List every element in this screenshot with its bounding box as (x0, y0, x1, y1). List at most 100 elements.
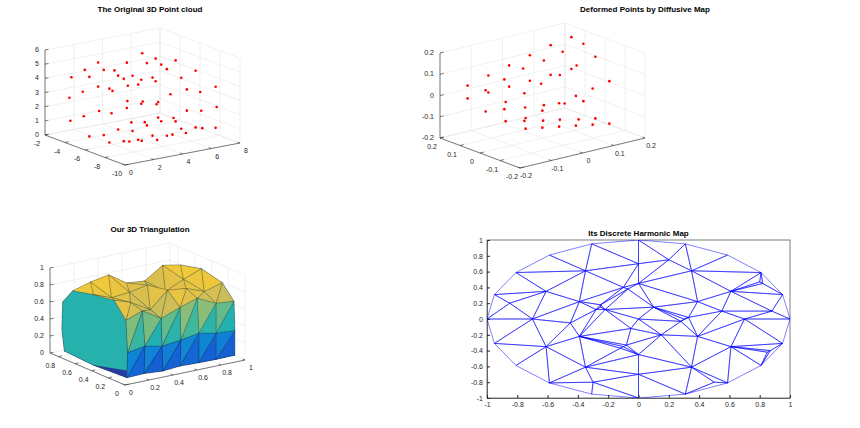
point (185, 132, 188, 135)
tick-label: 0.1 (424, 70, 434, 77)
tick (123, 164, 125, 166)
surface-face (94, 295, 115, 300)
tick: -0.6 (542, 395, 554, 408)
point (156, 139, 159, 142)
tick-label: -0.8 (512, 401, 524, 408)
mesh-triangle (639, 374, 686, 398)
point (541, 126, 544, 129)
grid-line (45, 113, 160, 135)
tick (151, 158, 153, 160)
tick (460, 144, 464, 146)
point (113, 69, 116, 72)
point (608, 80, 611, 83)
mesh-triangle (731, 343, 783, 350)
point (97, 61, 100, 64)
point (529, 54, 532, 57)
mesh-triangle (487, 303, 532, 319)
mesh-triangle (639, 240, 686, 260)
point (504, 101, 507, 104)
mesh-triangle (669, 244, 692, 271)
tick (238, 142, 240, 144)
point (523, 92, 526, 95)
mesh-triangle (585, 244, 638, 271)
point (540, 82, 543, 85)
mesh-triangle (510, 291, 546, 319)
mesh-triangle (516, 347, 549, 383)
tick (65, 141, 68, 143)
mesh-triangle (593, 374, 638, 398)
tick-label: 0 (587, 157, 591, 164)
tick (440, 137, 444, 139)
surface-face (197, 298, 216, 333)
mesh-triangle (516, 271, 586, 292)
panel: 02468-10-8-6-4-20123456The Original 3D P… (34, 5, 248, 177)
mesh-triangle (579, 287, 623, 304)
point (549, 44, 552, 47)
tick (440, 52, 444, 54)
tick-label: 0 (40, 349, 44, 356)
grid-line (45, 113, 160, 135)
point (108, 141, 111, 144)
tick: 0.8 (755, 395, 765, 408)
tick-label: 0.4 (34, 315, 44, 322)
mesh-triangle (761, 273, 783, 295)
plot-frame (487, 240, 790, 398)
tick-label: 0 (129, 389, 133, 396)
tick (45, 63, 48, 65)
y-axis-line (45, 135, 125, 165)
tick-label: 0.2 (150, 384, 160, 391)
mesh-triangle (639, 271, 698, 302)
mesh-triangle (745, 311, 790, 319)
point (186, 88, 189, 91)
tick (45, 106, 48, 108)
panel: 00.20.40.60.8100.20.40.60.800.20.40.60.8… (34, 225, 253, 397)
point (174, 59, 177, 62)
mesh-triangle (487, 295, 510, 319)
point (214, 85, 217, 88)
point (594, 117, 597, 120)
tick-label: 8 (244, 147, 248, 154)
point (186, 109, 189, 112)
grid-line (565, 23, 645, 53)
mesh-triangle (639, 335, 692, 367)
tick-label: 1 (35, 117, 39, 124)
tick: -1 (477, 395, 490, 402)
surface-face (216, 331, 235, 360)
point (127, 84, 130, 87)
point (126, 107, 129, 110)
tick (85, 149, 88, 151)
mesh-triangle (605, 310, 638, 329)
tick-label: -0.1 (422, 113, 434, 120)
mesh-triangle (692, 336, 731, 367)
mesh-triangle (579, 271, 623, 302)
point (141, 52, 144, 55)
tick-label: 0.2 (427, 143, 437, 150)
tick-label: -6 (74, 155, 80, 162)
tick (440, 73, 444, 75)
tick-label: 0.8 (45, 362, 55, 369)
grid-line (500, 131, 625, 161)
point (157, 101, 160, 104)
point (108, 87, 111, 90)
tick: -0.8 (512, 395, 524, 408)
mesh-triangle (692, 271, 731, 302)
grid-line (440, 23, 565, 53)
plot-area (466, 36, 610, 130)
tick-label: 0.2 (646, 142, 656, 149)
tick: 0.2 (473, 300, 490, 307)
tick (195, 369, 197, 371)
tick (440, 94, 444, 96)
mesh-triangle (728, 347, 761, 383)
grid-line (85, 128, 200, 150)
point (166, 68, 169, 71)
tick-label: -0.4 (471, 347, 483, 354)
tick-label: 0.8 (34, 281, 44, 288)
tick-mark (487, 335, 490, 336)
tick (219, 364, 221, 366)
mesh-triangle (745, 319, 790, 343)
grid-line (45, 85, 160, 107)
y-axis-line (440, 138, 520, 168)
tick (440, 137, 444, 139)
point (201, 127, 204, 130)
point (214, 127, 217, 130)
